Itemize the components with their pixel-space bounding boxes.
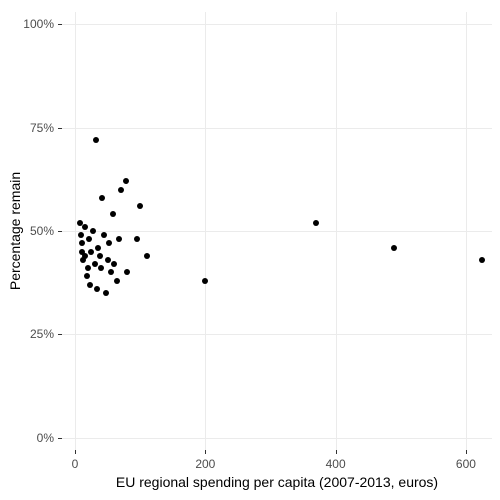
gridline-horizontal (62, 24, 492, 25)
data-point (85, 265, 91, 271)
gridline-vertical (75, 12, 76, 450)
gridline-vertical (205, 12, 206, 450)
gridline-vertical (336, 12, 337, 450)
gridline-vertical (466, 12, 467, 450)
x-tick-mark (466, 450, 467, 454)
data-point (88, 249, 94, 255)
data-point (78, 232, 84, 238)
scatter-chart: 0% 25% 50% 75% 100% 0 200 400 600 Percentage rema… (0, 0, 500, 500)
data-point (93, 137, 99, 143)
y-tick-mark (58, 128, 62, 129)
gridline-horizontal (62, 334, 492, 335)
data-point (116, 236, 122, 242)
data-point (111, 261, 117, 267)
y-tick-mark (58, 24, 62, 25)
gridline-horizontal (62, 128, 492, 129)
data-point (99, 195, 105, 201)
data-point (202, 278, 208, 284)
x-tick-label: 0 (72, 457, 79, 471)
data-point (118, 187, 124, 193)
data-point (108, 269, 114, 275)
data-point (123, 178, 129, 184)
x-axis-title: EU regional spending per capita (2007-20… (116, 474, 438, 490)
plot-panel (62, 12, 492, 450)
y-tick-label: 100% (23, 17, 54, 31)
x-tick-mark (205, 450, 206, 454)
data-point (106, 240, 112, 246)
x-tick-label: 400 (326, 457, 346, 471)
data-point (98, 265, 104, 271)
data-point (82, 224, 88, 230)
y-tick-mark (58, 231, 62, 232)
y-tick-mark (58, 334, 62, 335)
data-point (92, 261, 98, 267)
data-point (479, 257, 485, 263)
data-point (313, 220, 319, 226)
x-tick-label: 200 (195, 457, 215, 471)
data-point (391, 245, 397, 251)
x-tick-mark (336, 450, 337, 454)
data-point (144, 253, 150, 259)
data-point (101, 232, 107, 238)
data-point (110, 211, 116, 217)
data-point (82, 253, 88, 259)
data-point (86, 236, 92, 242)
y-tick-label: 75% (30, 121, 54, 135)
y-tick-label: 50% (30, 224, 54, 238)
data-point (137, 203, 143, 209)
data-point (114, 278, 120, 284)
data-point (134, 236, 140, 242)
data-point (105, 257, 111, 263)
y-tick-mark (58, 438, 62, 439)
x-tick-mark (75, 450, 76, 454)
gridline-horizontal (62, 231, 492, 232)
y-axis-title: Percentage remain (7, 172, 23, 290)
data-point (124, 269, 130, 275)
data-point (94, 286, 100, 292)
y-tick-label: 25% (30, 327, 54, 341)
data-point (95, 245, 101, 251)
x-tick-label: 600 (456, 457, 476, 471)
data-point (87, 282, 93, 288)
gridline-horizontal (62, 438, 492, 439)
data-point (84, 273, 90, 279)
data-point (103, 290, 109, 296)
data-point (79, 240, 85, 246)
y-tick-label: 0% (37, 431, 54, 445)
data-point (90, 228, 96, 234)
data-point (97, 253, 103, 259)
